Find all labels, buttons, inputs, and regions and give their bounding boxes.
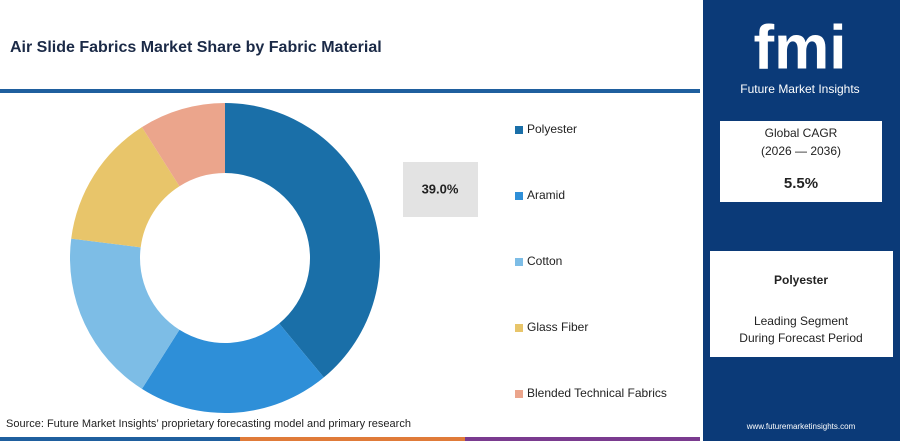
segment-note: During Forecast Period [739, 331, 862, 345]
legend-label: Glass Fiber [527, 320, 588, 334]
footer-strip [240, 437, 465, 441]
donut-slice [70, 238, 180, 389]
legend-swatch [515, 192, 523, 200]
chart-title: Air Slide Fabrics Market Share by Fabric… [10, 39, 382, 56]
cagr-card [720, 121, 882, 202]
legend-label: Polyester [527, 122, 577, 136]
source-note: Source: Future Market Insights’ propriet… [6, 418, 411, 430]
donut-slice [225, 103, 381, 378]
legend-label: Aramid [527, 188, 565, 202]
footer-strip [0, 437, 240, 441]
legend-label: Blended Technical Fabrics [527, 386, 667, 400]
callout-label: 39.0% [422, 181, 459, 196]
title-rule [0, 89, 700, 93]
donut-slice [141, 103, 225, 187]
cagr-value: 5.5% [784, 175, 818, 192]
donut-slice [141, 323, 324, 413]
legend-swatch [515, 126, 523, 134]
legend-swatch [515, 390, 523, 398]
website: www.futuremarketinsights.com [746, 422, 856, 431]
callout-box [403, 162, 478, 217]
cagr-title: Global CAGR [765, 126, 838, 140]
brand: Future Market Insights [740, 82, 859, 96]
segment-note: Leading Segment [754, 314, 849, 328]
legend-swatch [515, 324, 523, 332]
legend-label: Cotton [527, 254, 562, 268]
sidebar [703, 0, 900, 441]
footer-strip [465, 437, 700, 441]
legend-swatch [515, 258, 523, 266]
segment-card [710, 251, 893, 357]
logo: fmi [754, 13, 847, 82]
cagr-period: (2026 — 2036) [761, 144, 841, 158]
donut-slice [71, 127, 180, 248]
segment-name: Polyester [774, 273, 828, 287]
